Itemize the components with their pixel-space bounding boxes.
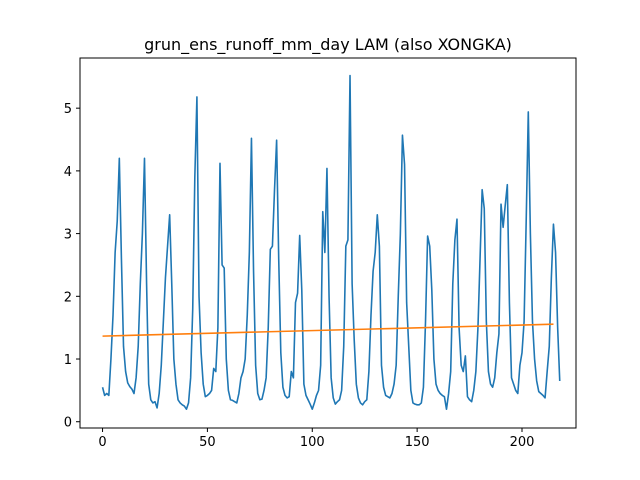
y-tick-label: 2	[64, 290, 72, 305]
y-tick-label: 4	[64, 165, 72, 180]
series-line-1	[102, 323, 554, 337]
x-tick-label: 0	[98, 435, 106, 450]
x-tick-label: 100	[300, 435, 325, 450]
plot-area	[101, 74, 561, 410]
x-axis: 0 50 100 150 200	[98, 428, 534, 450]
chart-title: grun_ens_runoff_mm_day LAM (also XONGKA)	[144, 35, 512, 55]
series-line-0	[101, 74, 561, 410]
y-axis: 0 1 2 3 4 5	[64, 102, 80, 431]
y-tick-label: 5	[64, 102, 72, 117]
x-tick-label: 50	[199, 435, 216, 450]
axes-frame	[79, 57, 577, 429]
x-tick-label: 150	[405, 435, 430, 450]
y-tick-label: 1	[64, 353, 72, 368]
y-tick-label: 0	[64, 416, 72, 431]
x-tick-label: 200	[510, 435, 535, 450]
y-tick-label: 3	[64, 228, 72, 243]
